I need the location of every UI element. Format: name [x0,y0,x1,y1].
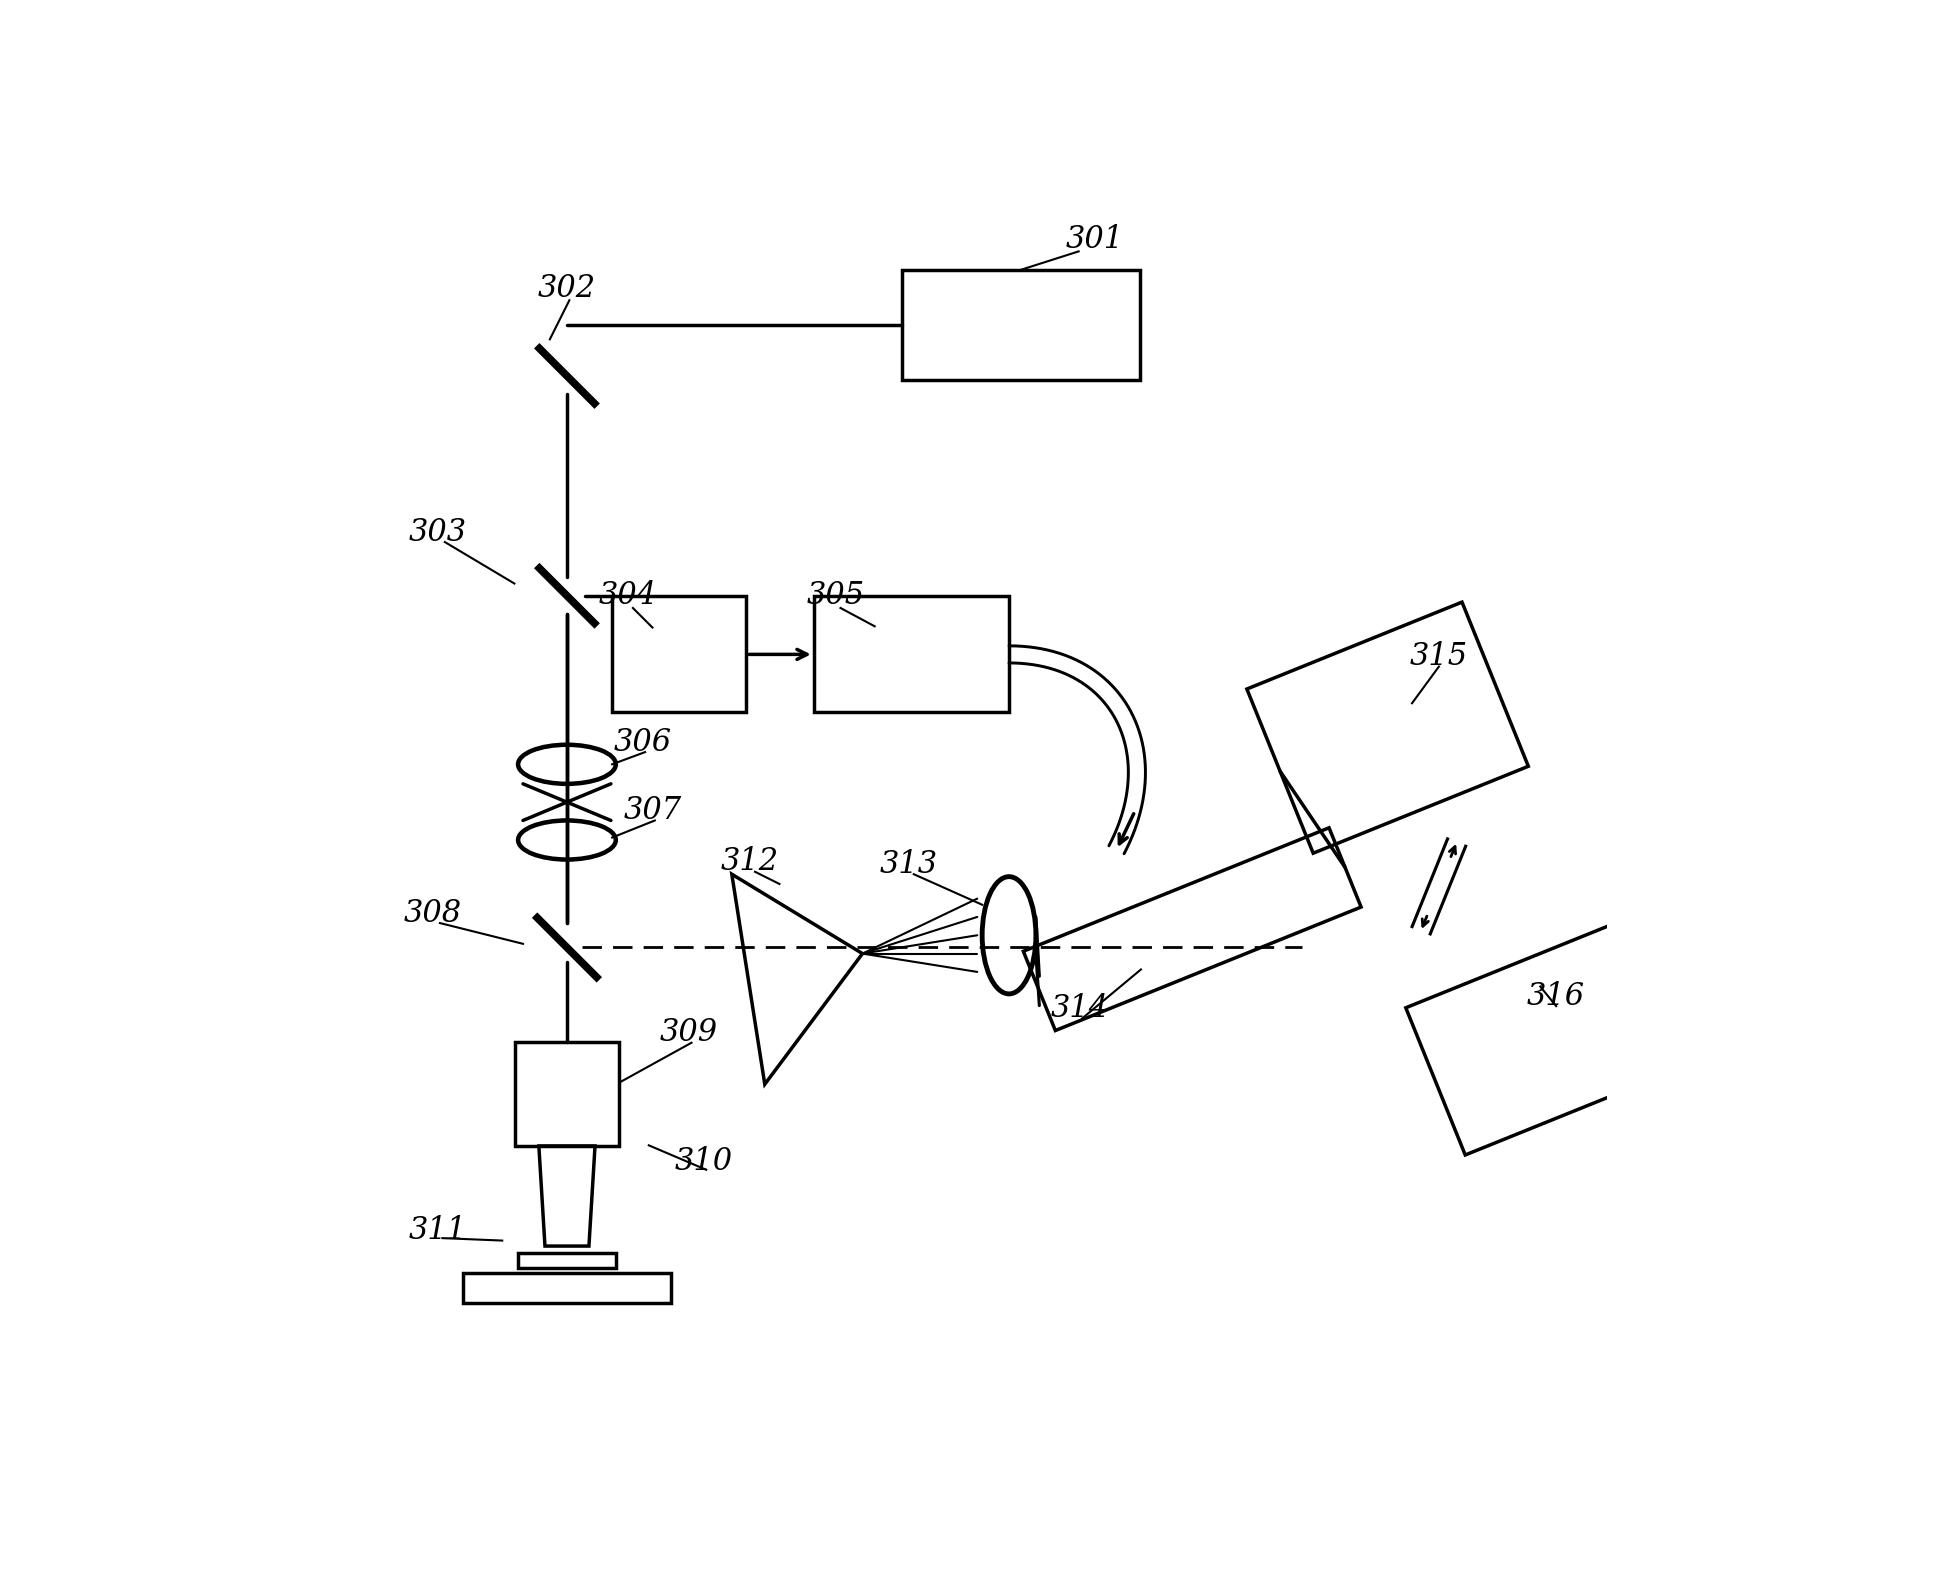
Text: 312: 312 [722,847,780,877]
Text: 303: 303 [408,517,467,547]
Text: 305: 305 [807,580,866,611]
Text: 307: 307 [622,795,681,826]
Text: 306: 306 [613,726,671,758]
Text: 310: 310 [675,1145,733,1177]
Text: 308: 308 [403,898,461,929]
Text: 302: 302 [539,273,595,303]
Polygon shape [463,1274,671,1304]
Text: 316: 316 [1527,980,1585,1012]
Text: 309: 309 [659,1018,718,1048]
Text: 304: 304 [599,580,657,611]
Text: 315: 315 [1410,641,1468,672]
Text: 313: 313 [879,849,937,880]
Polygon shape [517,1253,617,1269]
Text: 311: 311 [408,1215,467,1247]
Text: 314: 314 [1050,993,1109,1025]
Text: 301: 301 [1066,224,1124,255]
